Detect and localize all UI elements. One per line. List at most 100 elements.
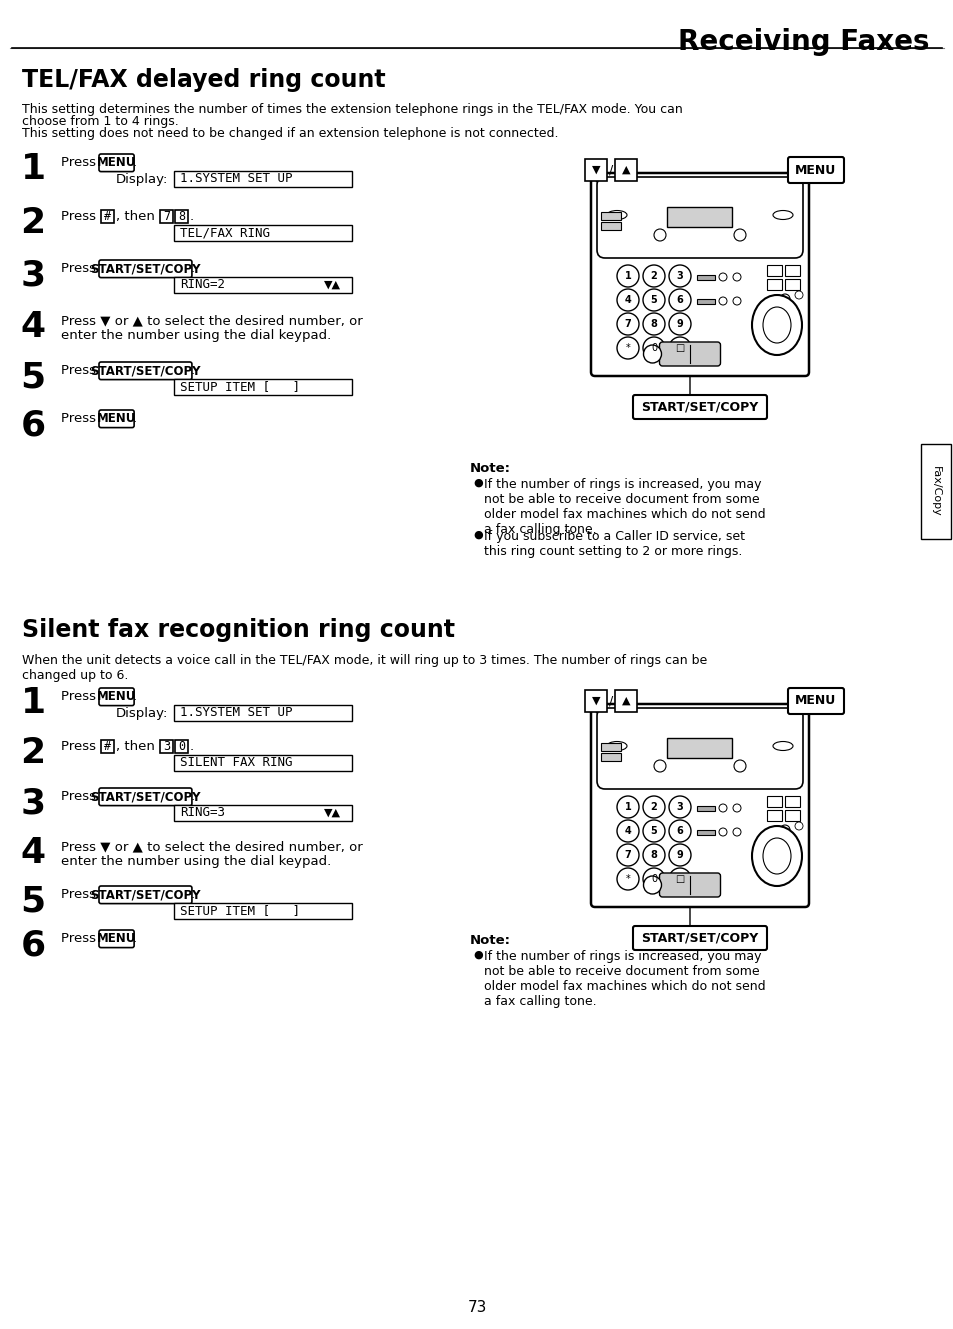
- Text: Note:: Note:: [470, 462, 511, 474]
- FancyBboxPatch shape: [173, 225, 352, 241]
- Text: 2: 2: [20, 206, 46, 241]
- Text: Press: Press: [61, 364, 100, 377]
- Text: SETUP ITEM [   ]: SETUP ITEM [ ]: [180, 905, 299, 917]
- Ellipse shape: [606, 742, 626, 751]
- Text: MENU: MENU: [97, 690, 136, 703]
- Text: 8: 8: [178, 210, 185, 223]
- FancyBboxPatch shape: [590, 704, 808, 906]
- FancyBboxPatch shape: [99, 788, 192, 805]
- Circle shape: [732, 296, 740, 304]
- Circle shape: [654, 229, 665, 241]
- Text: ▲: ▲: [621, 165, 630, 175]
- Text: Press ▼ or ▲ to select the desired number, or
enter the number using the dial ke: Press ▼ or ▲ to select the desired numbe…: [61, 314, 362, 342]
- FancyBboxPatch shape: [173, 755, 352, 771]
- FancyBboxPatch shape: [633, 926, 766, 950]
- Text: TEL/FAX RING: TEL/FAX RING: [180, 226, 270, 239]
- Bar: [101, 210, 114, 223]
- Bar: [667, 207, 732, 227]
- Circle shape: [643, 876, 660, 894]
- Ellipse shape: [762, 839, 790, 874]
- FancyBboxPatch shape: [99, 886, 192, 904]
- Text: 0: 0: [650, 343, 657, 354]
- Circle shape: [642, 844, 664, 867]
- Text: #: #: [104, 210, 111, 223]
- FancyBboxPatch shape: [173, 171, 352, 187]
- Circle shape: [780, 294, 789, 304]
- Text: .: .: [133, 412, 137, 425]
- Circle shape: [780, 825, 789, 835]
- Circle shape: [668, 820, 690, 843]
- Text: 3: 3: [163, 740, 170, 752]
- Circle shape: [617, 820, 639, 843]
- Text: Fax/Copy: Fax/Copy: [930, 466, 940, 517]
- Text: When the unit detects a voice call in the TEL/FAX mode, it will ring up to 3 tim: When the unit detects a voice call in th…: [22, 654, 706, 682]
- Text: Press: Press: [61, 210, 100, 223]
- Text: 0: 0: [178, 740, 185, 752]
- Bar: [766, 279, 781, 290]
- Text: This setting determines the number of times the extension telephone rings in the: This setting determines the number of ti…: [22, 104, 682, 116]
- Text: START/SET/COPY: START/SET/COPY: [91, 791, 200, 803]
- Text: .: .: [191, 888, 194, 901]
- Text: ▼: ▼: [591, 165, 599, 175]
- Bar: [584, 159, 606, 181]
- Bar: [784, 796, 800, 807]
- FancyBboxPatch shape: [787, 688, 843, 714]
- Text: □: □: [675, 874, 684, 884]
- FancyBboxPatch shape: [173, 902, 352, 918]
- Text: MENU: MENU: [795, 163, 836, 177]
- Text: 0: 0: [650, 874, 657, 884]
- Ellipse shape: [751, 827, 801, 886]
- Text: 8: 8: [650, 319, 657, 330]
- FancyBboxPatch shape: [659, 873, 720, 897]
- Text: *: *: [625, 874, 630, 884]
- Text: 3: 3: [676, 271, 682, 280]
- Text: 1.SYSTEM SET UP: 1.SYSTEM SET UP: [180, 707, 293, 719]
- Circle shape: [719, 828, 726, 836]
- Circle shape: [719, 272, 726, 280]
- Bar: [101, 740, 114, 752]
- Text: Press: Press: [61, 262, 100, 275]
- Text: Press: Press: [61, 888, 100, 901]
- Text: START/SET/COPY: START/SET/COPY: [91, 364, 200, 377]
- Text: 3: 3: [20, 785, 46, 820]
- FancyBboxPatch shape: [99, 688, 134, 706]
- Text: Silent fax recognition ring count: Silent fax recognition ring count: [22, 618, 455, 642]
- Bar: [600, 213, 620, 221]
- Bar: [766, 809, 781, 821]
- Text: If the number of rings is increased, you may
not be able to receive document fro: If the number of rings is increased, you…: [483, 478, 765, 536]
- Text: 1: 1: [20, 152, 46, 186]
- Circle shape: [617, 314, 639, 335]
- Bar: [160, 210, 173, 223]
- FancyBboxPatch shape: [590, 173, 808, 376]
- Text: TEL/FAX delayed ring count: TEL/FAX delayed ring count: [22, 68, 385, 92]
- Text: 2: 2: [20, 736, 46, 769]
- Text: 3: 3: [676, 801, 682, 812]
- Circle shape: [617, 796, 639, 819]
- Text: 1: 1: [20, 686, 46, 720]
- Circle shape: [668, 264, 690, 287]
- Text: Display:: Display:: [116, 173, 168, 186]
- Ellipse shape: [772, 210, 792, 219]
- Bar: [784, 279, 800, 290]
- Circle shape: [668, 868, 690, 890]
- Text: START/SET/COPY: START/SET/COPY: [91, 262, 200, 275]
- Text: If the number of rings is increased, you may
not be able to receive document fro: If the number of rings is increased, you…: [483, 950, 765, 1007]
- FancyBboxPatch shape: [99, 411, 134, 428]
- Text: .: .: [191, 262, 194, 275]
- Text: 9: 9: [676, 319, 682, 330]
- Text: START/SET/COPY: START/SET/COPY: [640, 400, 758, 413]
- Text: 5: 5: [20, 360, 46, 393]
- Text: #: #: [104, 740, 111, 752]
- Bar: [784, 264, 800, 276]
- Text: , then: , then: [116, 740, 159, 754]
- Bar: [175, 740, 188, 752]
- Bar: [766, 796, 781, 807]
- Circle shape: [733, 760, 745, 772]
- Text: START/SET/COPY: START/SET/COPY: [91, 888, 200, 901]
- Text: SETUP ITEM [   ]: SETUP ITEM [ ]: [180, 380, 299, 393]
- Text: 6: 6: [676, 827, 682, 836]
- Text: .: .: [191, 789, 194, 803]
- Bar: [697, 275, 714, 280]
- Bar: [667, 738, 732, 758]
- Ellipse shape: [762, 307, 790, 343]
